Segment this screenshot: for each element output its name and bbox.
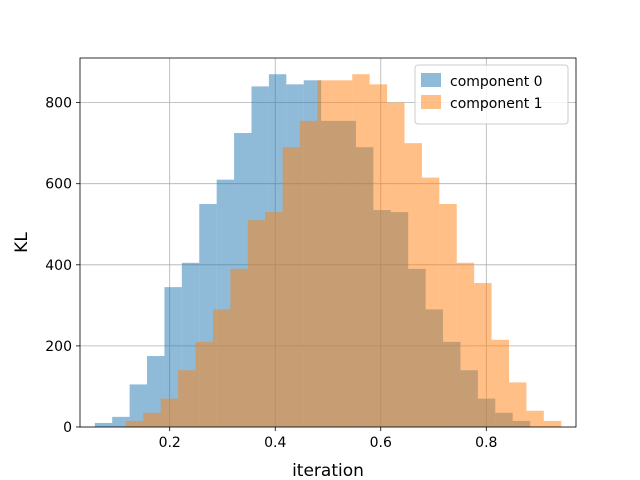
bar-series-0	[112, 416, 130, 427]
bar-series-1	[160, 398, 179, 427]
bar-series-1	[125, 420, 144, 427]
x-axis-label: iteration	[292, 461, 364, 480]
y-axis-ticks: 0 200 400 600 800	[45, 96, 80, 436]
bar-series-1	[230, 268, 248, 427]
bar-series-1	[352, 74, 370, 427]
bars	[94, 74, 562, 428]
bar-series-1	[526, 410, 544, 427]
bar-series-1	[247, 220, 266, 427]
y-axis-label: KL	[12, 232, 32, 253]
bar-series-1	[300, 120, 318, 427]
bar-series-1	[334, 80, 353, 428]
bar-series-1	[317, 80, 335, 428]
x-axis-ticks: 0.2 0.4 0.6 0.8	[159, 427, 497, 451]
bar-series-0	[164, 287, 182, 427]
bar-series-1	[143, 412, 161, 427]
bar-series-1	[456, 262, 475, 427]
bar-series-1	[543, 420, 562, 427]
y-tick-label: 0	[63, 420, 72, 436]
bar-series-1	[178, 370, 196, 427]
legend-label: component 0	[450, 74, 543, 90]
y-tick-label: 800	[45, 96, 72, 112]
bar-series-1	[387, 102, 405, 427]
y-tick-label: 600	[45, 177, 72, 193]
plot-frame	[79, 57, 577, 428]
x-tick-label: 0.4	[264, 435, 286, 451]
bar-series-1	[421, 177, 440, 427]
y-tick-label: 200	[45, 339, 72, 355]
bar-series-1	[474, 283, 492, 427]
x-tick-label: 0.2	[159, 435, 181, 451]
y-tick-label: 400	[45, 258, 72, 274]
x-tick-label: 0.8	[475, 435, 497, 451]
legend-swatch	[421, 95, 441, 109]
bar-series-1	[369, 84, 388, 427]
bar-series-0	[129, 384, 148, 427]
bar-series-1	[439, 203, 457, 427]
legend-label: component 1	[450, 96, 543, 112]
bar-series-1	[265, 212, 283, 427]
bar-series-1	[491, 339, 509, 427]
bar-series-1	[212, 309, 231, 427]
bar-series-0	[94, 422, 113, 427]
bar-series-1	[282, 147, 301, 427]
legend: component 0 component 1	[414, 64, 569, 125]
bar-series-1	[508, 382, 527, 427]
x-tick-label: 0.6	[370, 435, 392, 451]
bar-series-0	[147, 356, 165, 427]
bar-series-1	[404, 143, 422, 427]
bar-series-1	[195, 341, 213, 427]
legend-box	[414, 64, 569, 125]
legend-swatch	[421, 73, 441, 87]
